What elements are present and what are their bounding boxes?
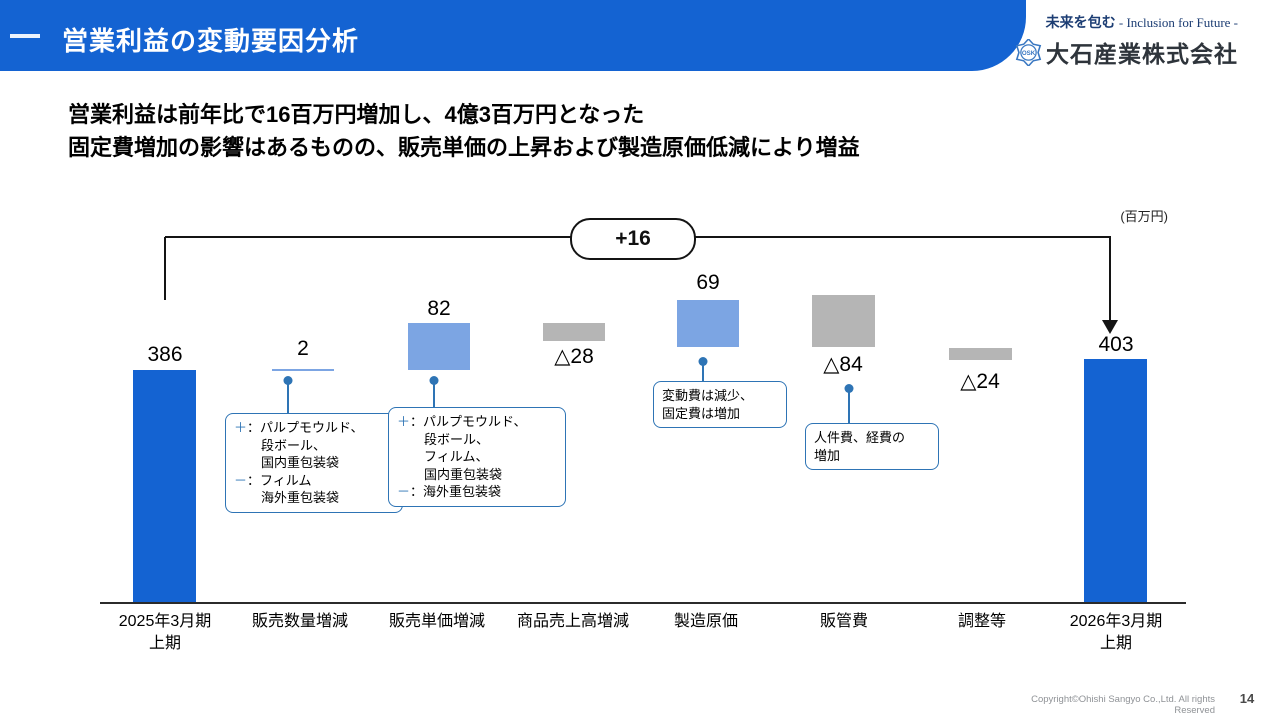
bracket-left-line — [164, 237, 166, 300]
connector-dot-manufacturing — [698, 357, 708, 366]
copyright-text: Copyright©Ohishi Sangyo Co.,Ltd. All rig… — [1031, 694, 1215, 716]
bar-2026-h1 — [1084, 359, 1147, 603]
value-label-24: △24 — [960, 370, 1000, 393]
connector-line-sales-volume — [287, 383, 289, 414]
connector-dot-sga — [844, 384, 854, 393]
down-arrow-icon — [1102, 320, 1118, 334]
bar-sales-volume — [272, 369, 334, 371]
unit-label: (百万円) — [1120, 209, 1168, 224]
callout-sales-price: ＋：パルプモウルド、段ボール、フィルム、国内重包装袋 －：海外重包装袋 — [388, 407, 566, 507]
page-number: 14 — [1239, 691, 1255, 706]
x-axis-line — [100, 602, 1186, 604]
header-band — [0, 0, 1026, 71]
lead-line-2: 固定費増加の影響はあるものの、販売単価の上昇および製造原価低減により増益 — [68, 135, 860, 160]
bar-2025-h1 — [133, 370, 196, 603]
callout-line: 段ボール、 — [424, 431, 490, 447]
brand-tagline: 未来を包む - Inclusion for Future - — [1015, 12, 1238, 32]
brand-tagline-jp: 未来を包む — [1045, 14, 1116, 30]
brand-tagline-en: - Inclusion for Future - — [1115, 15, 1238, 30]
bracket-right-line — [1109, 237, 1111, 322]
x-label-manufacturing: 製造原価 — [673, 613, 739, 630]
lead-text: 営業利益は前年比で16百万円増加し、4億3百万円となった 固定費増加の影響はある… — [68, 98, 860, 164]
connector-line-manufacturing — [702, 364, 704, 382]
callout-line: －：フィルム — [234, 472, 312, 488]
value-label-403: 403 — [1098, 333, 1134, 356]
callout-manufacturing: 変動費は減少、 固定費は増加 — [653, 381, 787, 428]
connector-dot-sales-volume — [283, 376, 293, 385]
callout-line: 海外重包装袋 — [261, 490, 340, 505]
value-label-28: △28 — [554, 345, 594, 368]
callout-line: 段ボール、 — [261, 437, 327, 453]
callout-line: 増加 — [814, 447, 841, 463]
bar-manufacturing-cost — [677, 300, 739, 347]
page-title: 営業利益の変動要因分析 — [62, 26, 360, 56]
value-label-82: 82 — [427, 297, 451, 320]
value-label-84: △84 — [823, 353, 863, 376]
brand-block: 未来を包む - Inclusion for Future - OSK 大石産業株… — [1015, 12, 1238, 69]
x-label-sales-price: 販売単価増減 — [388, 613, 486, 630]
bar-sales-price — [408, 323, 470, 370]
callout-line: ＋：パルプモウルド、 — [234, 420, 364, 435]
header-dash-decoration — [10, 34, 40, 38]
connector-dot-sales-price — [429, 376, 439, 385]
callout-line: フィルム、 — [424, 449, 489, 464]
value-label-386: 386 — [147, 343, 183, 366]
connector-line-sga — [848, 391, 850, 424]
bar-product-sales — [543, 323, 605, 341]
bar-sga — [812, 295, 875, 347]
callout-line: ＋：パルプモウルド、 — [397, 414, 527, 429]
brand-row: OSK 大石産業株式会社 — [1015, 35, 1238, 69]
callout-line: －：海外重包装袋 — [397, 484, 502, 499]
lead-line-1: 営業利益は前年比で16百万円増加し、4億3百万円となった — [68, 102, 645, 127]
callout-line: 国内重包装袋 — [424, 466, 503, 482]
callout-sales-volume: ＋：パルプモウルド、段ボール、国内重包装袋 －：フィルム海外重包装袋 — [225, 413, 403, 513]
x-label-adjustments: 調整等 — [957, 613, 1007, 630]
connector-line-sales-price — [433, 383, 435, 408]
value-label-69: 69 — [696, 271, 720, 294]
callout-sga: 人件費、経費の 増加 — [805, 423, 939, 470]
company-logo-icon: OSK — [1015, 38, 1042, 66]
bar-adjustments — [949, 348, 1012, 360]
x-label-2025-h1: 2025年3月期 上期 — [118, 613, 212, 652]
x-label-product-sales: 商品売上高増減 — [516, 613, 630, 630]
company-name: 大石産業株式会社 — [1046, 41, 1238, 67]
total-change-badge: +16 — [570, 218, 696, 260]
x-label-2026-h1: 2026年3月期 上期 — [1069, 613, 1163, 652]
x-label-sales-volume: 販売数量増減 — [251, 613, 349, 630]
callout-line: 変動費は減少、 — [662, 388, 754, 403]
value-label-2: 2 — [297, 337, 309, 360]
logo-osk-text: OSK — [1022, 49, 1036, 56]
x-label-sga: 販管費 — [819, 613, 869, 630]
callout-line: 人件費、経費の — [814, 430, 906, 445]
callout-line: 国内重包装袋 — [261, 455, 340, 470]
callout-line: 固定費は増加 — [662, 405, 741, 421]
